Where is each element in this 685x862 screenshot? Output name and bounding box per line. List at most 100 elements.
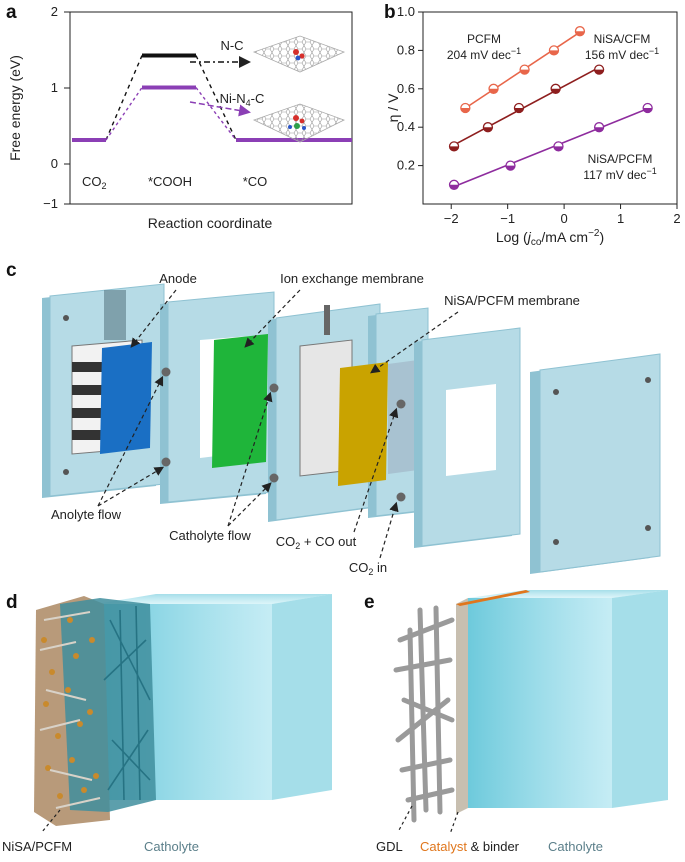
catalyst-binder-layer [456,598,468,814]
b-xtick-label: 0 [560,211,567,226]
cathode-end-plate [530,353,661,574]
series-slope-pcfm: 204 mV dec−1 [447,46,521,62]
panel-c: c [6,260,661,577]
b-ytick-label: 0.2 [397,158,415,173]
panel-a: a 2 1 0 −1 Free energy (eV) Reaction coo… [6,2,353,231]
callout-ion-exchange-membrane: Ion exchange membrane [280,271,424,286]
panel-d: d [2,592,332,854]
series-slope-nisa-pcfm: 117 mV dec−1 [583,166,656,182]
b-xtick-label: 1 [617,211,624,226]
energy-connector-1-1 [195,87,237,141]
panel-b-series [448,26,653,190]
series-label-nc: N-C [220,38,243,53]
data-point-fill-2-3 [594,127,604,132]
b-xtick-label: −2 [444,211,459,226]
step-label-co2: CO2 [82,174,107,191]
panel-d-leader [41,809,61,833]
nin4c-structure-arrow [189,101,251,117]
panel-b: b −2 −1 0 1 2 1.0 0.8 0.6 0.4 0.2 η / V Log (jco/… [384,2,681,248]
data-point-fill-1-3 [551,88,561,94]
panel-d-catholyte-label: Catholyte [144,839,199,854]
data-point-fill-1-4 [594,69,604,75]
panel-a-ytick-neg1: −1 [43,196,58,211]
gdl-fibers [393,605,455,823]
panel-a-ytick-1: 1 [51,80,58,95]
nisa-pcfm-fiber-mass [34,596,156,826]
panel-b-xlabel: Log (jco/mA cm−2) [496,228,604,248]
panel-b-frame [422,11,678,205]
panel-a-frame [69,11,353,205]
energy-connector-1-0 [105,87,143,141]
panel-a-xlabel: Reaction coordinate [148,215,273,231]
nin4c-structure-illustration [252,103,346,143]
b-ytick-label: 1.0 [397,4,415,19]
step-label-co: *CO [243,174,268,189]
data-point-fill-0-2 [520,69,530,75]
callout-co2-co-out: CO2 + CO out [276,534,357,551]
panel-c-letter: c [6,260,17,281]
data-point-fill-0-0 [460,108,470,113]
co2-in-port [396,492,406,502]
data-point-fill-2-4 [643,108,653,113]
cathode-window-plate [414,327,521,548]
callout-co2-in: CO2 in [349,560,387,577]
nisa-pcfm-membrane [338,362,388,486]
panel-d-tank-side [272,594,332,800]
data-point-fill-0-1 [489,88,499,94]
anolyte-port-bottom [161,457,171,467]
panel-e-tank-side [612,590,668,808]
catholyte-port-top [269,383,279,393]
fit-line-1 [450,65,603,148]
panel-a-letter: a [6,2,17,23]
panel-a-yticks: 2 1 0 −1 [43,4,70,211]
panel-b-letter: b [384,2,396,23]
panel-d-material-label: NiSA/PCFM [2,839,72,854]
co2-co-out-port [396,399,406,409]
panel-e-letter: e [364,592,375,613]
anolyte-port-top [161,367,171,377]
catalyst-layer-top-edge [456,590,530,606]
ion-exchange-membrane [212,334,268,468]
series-label-nin4c: Ni-N4-C [220,91,265,108]
panel-a-ytick-0: 0 [51,156,58,171]
series-slope-nisa-cfm: 156 mV dec−1 [585,46,659,62]
callout-nisa-pcfm-membrane: NiSA/PCFM membrane [444,293,580,308]
energy-connector-0-0 [105,55,143,141]
data-point-fill-1-0 [449,146,459,151]
fit-line-2 [450,106,651,189]
nc-structure-illustration [252,35,346,73]
step-label-cooh: *COOH [148,174,192,189]
data-point-fill-2-1 [505,165,515,171]
panel-e-tank-front [468,598,612,808]
b-ytick-label: 0.6 [397,81,415,96]
panel-e-gdl-leader [397,805,413,833]
panel-e-catalyst-binder-label: Catalyst & binder [420,839,520,854]
panel-a-ytick-2: 2 [51,4,58,19]
panel-a-energy-paths [72,53,352,142]
data-point-fill-1-2 [514,108,524,113]
series-name-nisa-cfm: NiSA/CFM [594,32,651,46]
b-ytick-label: 0.4 [397,119,415,134]
panel-d-tank-top [96,594,332,604]
panel-b-ticks: −2 −1 0 1 2 1.0 0.8 0.6 0.4 0.2 [397,4,681,226]
series-name-pcfm: PCFM [467,32,501,46]
callout-catholyte-flow: Catholyte flow [169,528,251,543]
panel-e: e GDL Catalyst & binder Catholyte [364,590,668,854]
panel-e-gdl-label: GDL [376,839,403,854]
data-point-fill-0-3 [549,50,559,55]
series-name-nisa-pcfm: NiSA/PCFM [588,152,653,166]
catholyte-port-bottom [269,473,279,483]
b-xtick-label: 2 [673,211,680,226]
b-xtick-label: −1 [500,211,515,226]
data-point-fill-2-0 [449,184,459,190]
panel-a-ylabel: Free energy (eV) [7,55,23,161]
panel-b-ylabel: η / V [385,93,401,122]
data-point-fill-1-1 [483,127,493,132]
panel-e-catalyst-leader [449,811,459,835]
b-ytick-label: 0.8 [397,42,415,57]
data-point-fill-0-4 [575,31,585,36]
anode-electrode [100,342,152,454]
panel-e-catholyte-label: Catholyte [548,839,603,854]
callout-anode: Anode [159,271,197,286]
